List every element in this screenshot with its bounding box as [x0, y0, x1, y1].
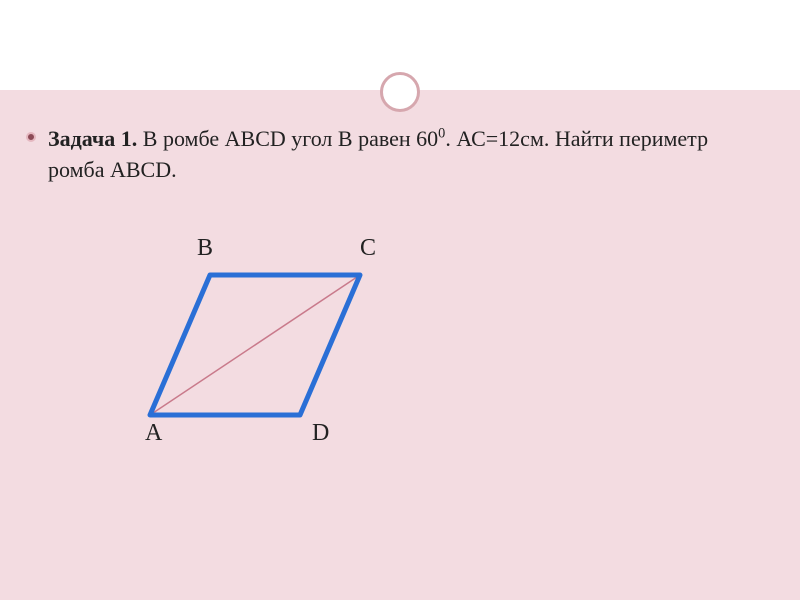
problem-part1: В ромбе АВСD угол B равен 60	[137, 126, 438, 151]
rhombus-diagram: B C A D	[90, 220, 440, 490]
vertex-c-label: C	[360, 235, 376, 262]
vertex-d-label: D	[312, 420, 329, 447]
bullet-icon	[26, 132, 36, 142]
problem-text: Задача 1. В ромбе АВСD угол B равен 600.…	[48, 124, 748, 186]
vertex-a-label: A	[145, 420, 162, 447]
vertex-b-label: B	[197, 235, 213, 262]
problem-label: Задача 1.	[48, 126, 137, 151]
slide: Задача 1. В ромбе АВСD угол B равен 600.…	[0, 0, 800, 600]
decorative-ring-icon	[380, 72, 420, 112]
